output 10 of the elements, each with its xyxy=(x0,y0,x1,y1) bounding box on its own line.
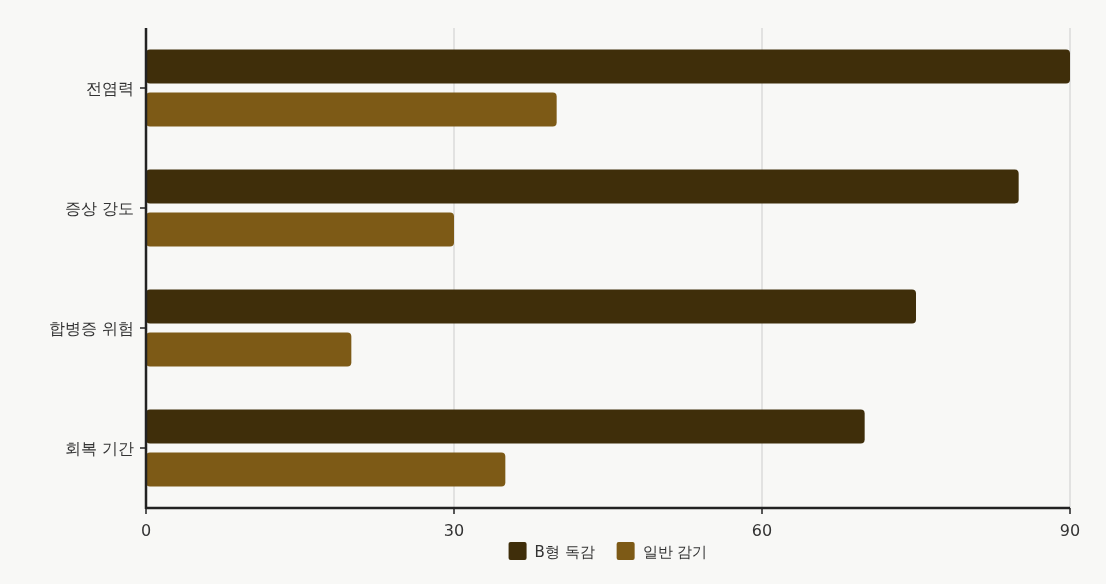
y-tick-label: 전염력 xyxy=(86,79,134,98)
legend-label: 일반 감기 xyxy=(642,543,708,561)
legend-label: B형 독감 xyxy=(534,543,595,561)
y-tick-label: 증상 강도 xyxy=(64,199,134,218)
y-tick-label: 회복 기간 xyxy=(64,439,134,458)
x-tick-label: 60 xyxy=(751,521,773,540)
x-tick-label: 0 xyxy=(140,521,152,540)
x-tick-label: 90 xyxy=(1059,521,1081,540)
x-tick-label: 30 xyxy=(443,521,465,540)
y-tick-label: 합병증 위험 xyxy=(48,319,134,338)
